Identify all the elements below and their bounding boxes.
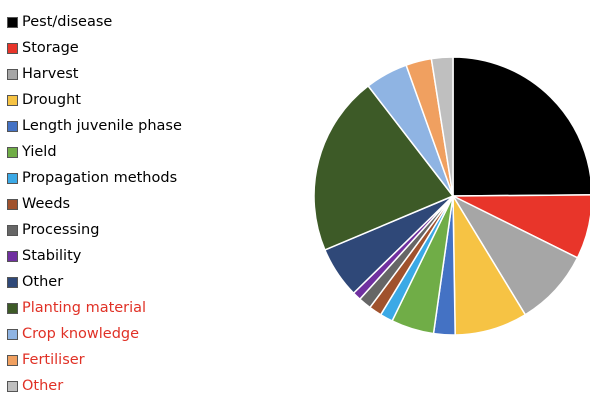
legend-item: Drought xyxy=(7,87,182,113)
legend-item: Length juvenile phase xyxy=(7,113,182,139)
legend-label: Weeds xyxy=(22,196,71,212)
legend-label: Yield xyxy=(22,144,57,160)
pie-slice xyxy=(452,56,590,197)
legend-item: Crop knowledge xyxy=(7,321,182,347)
legend-label: Drought xyxy=(22,92,81,108)
legend-label: Processing xyxy=(22,222,100,238)
pie-slice xyxy=(313,85,454,251)
chart-legend: Pest/disease Storage Harvest Drought Length … xyxy=(7,9,182,399)
legend-swatch xyxy=(7,302,18,314)
legend-item: Other xyxy=(7,269,182,295)
legend-item: Yield xyxy=(7,139,182,165)
legend-item: Fertiliser xyxy=(7,347,182,373)
legend-swatch xyxy=(7,250,18,262)
legend-item: Propagation methods xyxy=(7,165,182,191)
legend-swatch xyxy=(7,224,18,236)
legend-item: Pest/disease xyxy=(7,9,182,35)
legend-label: Length juvenile phase xyxy=(22,118,182,134)
legend-label: Storage xyxy=(22,40,79,56)
legend-swatch xyxy=(7,172,18,184)
legend-item: Other xyxy=(7,373,182,399)
legend-item: Weeds xyxy=(7,191,182,217)
legend-swatch xyxy=(7,198,18,210)
legend-swatch xyxy=(7,354,18,366)
legend-swatch xyxy=(7,42,18,54)
legend-swatch xyxy=(7,120,18,132)
legend-label: Planting material xyxy=(22,300,147,316)
legend-swatch xyxy=(7,68,18,80)
legend-label: Propagation methods xyxy=(22,170,178,186)
legend-label: Fertiliser xyxy=(22,352,85,368)
legend-label: Harvest xyxy=(22,66,79,82)
legend-item: Processing xyxy=(7,217,182,243)
legend-swatch xyxy=(7,94,18,106)
legend-label: Pest/disease xyxy=(22,14,113,30)
legend-label: Crop knowledge xyxy=(22,326,140,342)
pie-slice xyxy=(430,56,454,197)
legend-label: Other xyxy=(22,378,64,394)
legend-item: Planting material xyxy=(7,295,182,321)
legend-item: Stability xyxy=(7,243,182,269)
legend-item: Storage xyxy=(7,35,182,61)
legend-swatch xyxy=(7,380,18,392)
legend-label: Other xyxy=(22,274,64,290)
legend-label: Stability xyxy=(22,248,82,264)
legend-swatch xyxy=(7,328,18,340)
legend-swatch xyxy=(7,276,18,288)
legend-swatch xyxy=(7,146,18,158)
legend-item: Harvest xyxy=(7,61,182,87)
legend-swatch xyxy=(7,16,18,28)
